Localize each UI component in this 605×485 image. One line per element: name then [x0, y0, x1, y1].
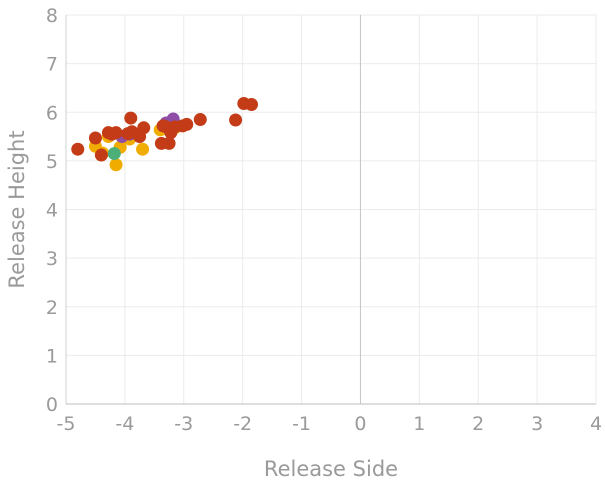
- tick-labels: -5 -4 -3 -2 -1 0 1 2 3 4 0 1 2 3 4 5 6 7 8: [46, 5, 602, 435]
- data-point: [180, 117, 194, 131]
- y-tick-label: 5: [46, 151, 58, 173]
- x-tick-label: 2: [472, 413, 484, 435]
- x-tick-label: 4: [590, 413, 602, 435]
- data-point: [245, 97, 258, 111]
- y-tick-label: 8: [46, 5, 58, 27]
- x-tick-label: -5: [57, 413, 76, 435]
- y-tick-label: 7: [46, 54, 58, 76]
- x-axis-title: Release Side: [264, 457, 398, 481]
- y-tick-label: 0: [46, 394, 58, 416]
- x-tick-label: 0: [354, 413, 366, 435]
- y-tick-label: 2: [46, 297, 58, 319]
- data-point: [193, 113, 207, 127]
- axes: [65, 15, 596, 405]
- data-point: [162, 136, 176, 150]
- x-tick-label: 3: [531, 413, 543, 435]
- data-point: [136, 142, 150, 156]
- data-point: [71, 142, 85, 156]
- x-tick-label: -1: [292, 413, 311, 435]
- grid-lines: [66, 14, 597, 404]
- y-tick-label: 6: [46, 102, 58, 124]
- data-point: [109, 126, 123, 140]
- data-point: [124, 111, 138, 125]
- x-tick-label: -4: [115, 413, 134, 435]
- data-point: [229, 113, 243, 127]
- x-tick-label: -3: [174, 413, 193, 435]
- y-tick-label: 1: [46, 345, 58, 367]
- data-point: [137, 121, 151, 135]
- x-tick-label: -2: [233, 413, 252, 435]
- x-tick-label: 1: [413, 413, 425, 435]
- y-tick-label: 4: [46, 200, 58, 222]
- data-points: [71, 96, 258, 172]
- y-axis-title: Release Height: [5, 130, 29, 288]
- data-point: [94, 148, 108, 162]
- data-point: [88, 131, 102, 145]
- y-tick-label: 3: [46, 248, 58, 270]
- data-point: [107, 147, 121, 161]
- data-point: [109, 158, 123, 172]
